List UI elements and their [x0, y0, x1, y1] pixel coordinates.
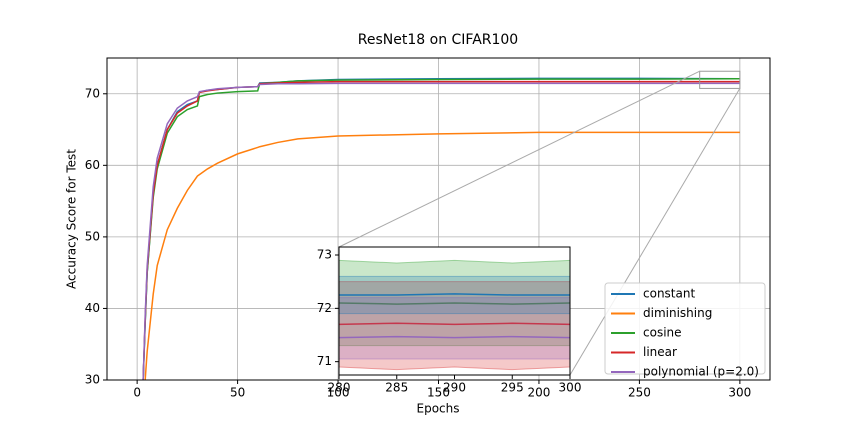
legend-label: diminishing: [643, 306, 712, 320]
x-axis-label: Epochs: [417, 402, 460, 416]
x-tick-label: 285: [385, 381, 408, 395]
series-line: [339, 302, 570, 305]
zoom-connector: [569, 88, 741, 376]
axes-frame: [106, 57, 771, 381]
y-tick-label: 40: [85, 301, 100, 315]
y-tick-label: 71: [317, 354, 332, 368]
legend-label: cosine: [643, 326, 682, 340]
x-tick-label: 200: [528, 386, 551, 400]
legend-label: linear: [643, 345, 677, 359]
legend-label: constant: [643, 287, 695, 301]
y-tick-label: 73: [317, 248, 332, 262]
x-tick-label: 0: [133, 386, 141, 400]
inset-background: [339, 247, 570, 375]
zoom-region: [699, 70, 741, 89]
x-tick-label: 50: [230, 386, 245, 400]
x-tick-label: 300: [728, 386, 751, 400]
x-tick-label: 150: [427, 386, 450, 400]
y-tick-label: 60: [85, 158, 100, 172]
legend-label: polynomial (p=2.0): [643, 365, 759, 379]
legend-box: [604, 282, 766, 375]
axes-frame: [338, 246, 571, 376]
series-line: [339, 293, 570, 296]
x-tick-label: 250: [628, 386, 651, 400]
chart-title: ResNet18 on CIFAR100: [358, 32, 518, 48]
y-tick-label: 72: [317, 301, 332, 315]
x-tick-label: 300: [559, 381, 582, 395]
series-line: [142, 82, 740, 380]
plot-area: [142, 77, 740, 380]
plot-area: [339, 259, 570, 371]
error-band: [339, 281, 570, 371]
x-tick-label: 280: [328, 381, 351, 395]
error-band: [339, 275, 570, 315]
series-line: [339, 322, 570, 326]
series-line: [339, 335, 570, 339]
series-line: [144, 131, 740, 380]
zoom-connector: [338, 70, 700, 248]
y-tick-label: 70: [85, 86, 100, 100]
y-axis-label: Accuracy Score for Test: [65, 149, 79, 289]
y-tick-label: 30: [85, 373, 100, 387]
y-tick-label: 50: [85, 229, 100, 243]
error-band: [339, 297, 570, 360]
x-tick-label: 100: [327, 386, 350, 400]
x-tick-label: 295: [501, 381, 524, 395]
x-tick-label: 290: [443, 381, 466, 395]
